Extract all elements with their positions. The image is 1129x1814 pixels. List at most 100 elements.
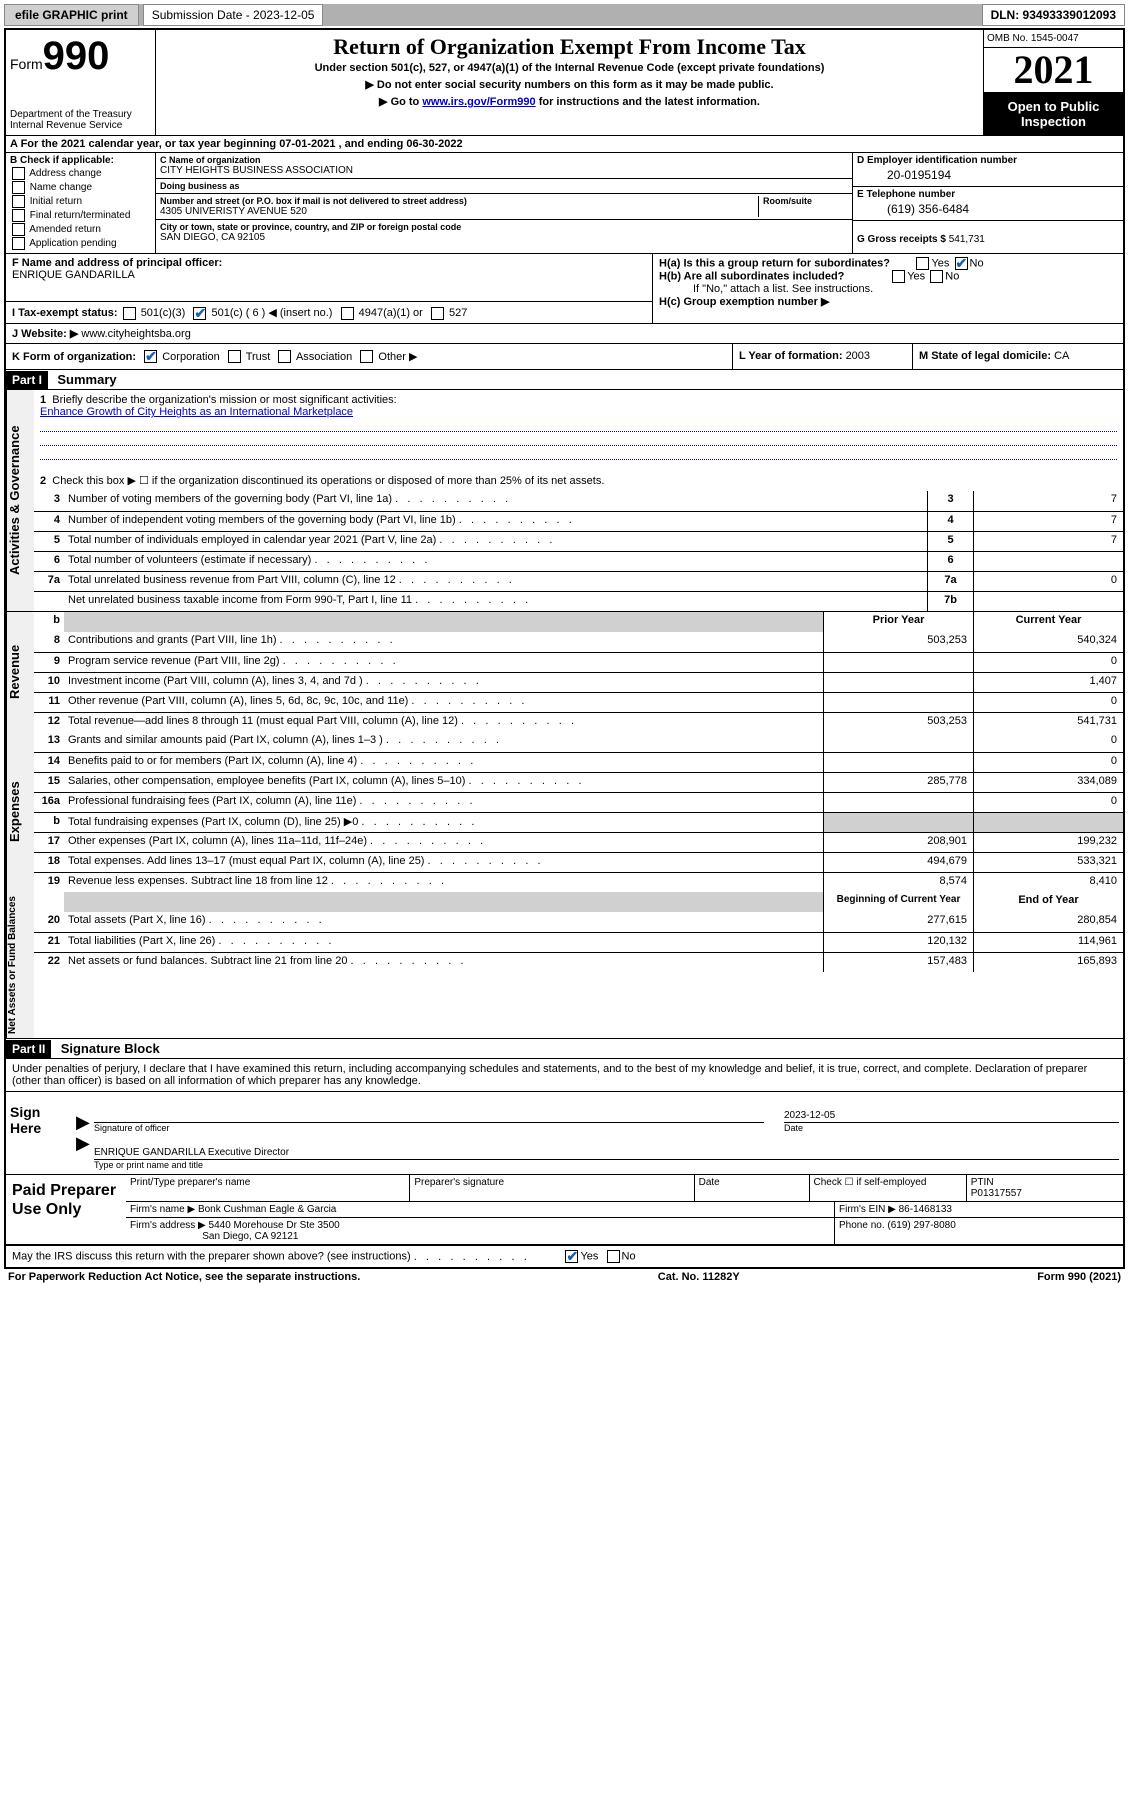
year-formation: 2003 [846,350,870,362]
cb-other[interactable] [360,350,373,363]
dln-number: DLN: 93493339012093 [982,4,1125,26]
form-label: Form [10,56,43,72]
cb-trust[interactable] [228,350,241,363]
data-line: 8Contributions and grants (Part VIII, li… [34,632,1123,652]
phone-value: (619) 356-6484 [857,200,1119,218]
cat-number: Cat. No. 11282Y [658,1271,740,1283]
perjury-declaration: Under penalties of perjury, I declare th… [6,1059,1123,1092]
gov-line: 4Number of independent voting members of… [34,511,1123,531]
line-box: 4 [927,512,973,531]
cb-527[interactable] [431,307,444,320]
col-b-header: B Check if applicable: [10,155,151,166]
data-line: 18Total expenses. Add lines 13–17 (must … [34,852,1123,872]
row-b-blank: b [34,612,64,632]
line-text: Total revenue—add lines 8 through 11 (mu… [64,713,823,732]
irs-label: Internal Revenue Service [10,120,151,131]
current-value: 165,893 [973,953,1123,972]
sig-date-caption: Date [784,1123,1119,1133]
part1-title: Summary [51,370,122,389]
cb-name-change[interactable]: Name change [10,181,151,194]
row-klm: K Form of organization: Corporation Trus… [6,344,1123,371]
cb-amended-return[interactable]: Amended return [10,223,151,236]
room-label: Room/suite [763,196,848,206]
ha-yes[interactable] [916,257,929,270]
prior-value [823,673,973,692]
sig-name-value: ENRIQUE GANDARILLA Executive Director [94,1147,1119,1160]
form-title: Return of Organization Exempt From Incom… [162,34,977,60]
row-j-website: J Website: ▶ www.cityheightsba.org [6,324,1123,344]
cb-association[interactable] [278,350,291,363]
irs-form990-link[interactable]: www.irs.gov/Form990 [422,96,535,108]
current-value: 533,321 [973,853,1123,872]
form-subtitle: Under section 501(c), 527, or 4947(a)(1)… [162,62,977,74]
website-value: www.cityheightsba.org [81,328,190,340]
may-irs-no[interactable] [607,1250,620,1263]
part1-label: Part I [6,371,48,389]
sign-here-block: Sign Here ▶▶ Signature of officer 2023-1… [6,1092,1123,1175]
omb-number: OMB No. 1545-0047 [984,30,1123,48]
may-irs-yes[interactable] [565,1250,578,1263]
line-text: Grants and similar amounts paid (Part IX… [64,732,823,752]
current-value: 540,324 [973,632,1123,652]
ha-no[interactable] [955,257,968,270]
cb-initial-return[interactable]: Initial return [10,195,151,208]
sign-arrow-icon: ▶▶ [76,1092,90,1174]
prior-value [823,753,973,772]
line-text: Professional fundraising fees (Part IX, … [64,793,823,812]
prior-value [823,793,973,812]
data-line: 22Net assets or fund balances. Subtract … [34,952,1123,972]
line-text: Number of independent voting members of … [64,512,927,531]
cb-address-change[interactable]: Address change [10,167,151,180]
prior-value: 8,574 [823,873,973,892]
hb-yes[interactable] [892,270,905,283]
data-line: 9Program service revenue (Part VIII, lin… [34,652,1123,672]
part1-header-row: Part I Summary [6,370,1123,390]
col-c-org-info: C Name of organization CITY HEIGHTS BUSI… [156,153,853,253]
current-value: 1,407 [973,673,1123,692]
firm-ein-label: Firm's EIN ▶ [839,1204,896,1215]
cb-4947a1[interactable] [341,307,354,320]
efile-print-button[interactable]: efile GRAPHIC print [4,4,139,26]
data-line: 15Salaries, other compensation, employee… [34,772,1123,792]
vtab-revenue: Revenue [6,612,34,732]
firm-phone-value: (619) 297-8080 [887,1220,955,1231]
line-value: 0 [973,572,1123,591]
hdr-prior-year: Prior Year [823,612,973,632]
prep-name-label: Print/Type preparer's name [130,1177,250,1188]
city-label: City or town, state or province, country… [160,222,848,232]
page-footer: For Paperwork Reduction Act Notice, see … [4,1269,1125,1285]
ptin-label: PTIN [971,1177,994,1188]
hdr-current-year: Current Year [973,612,1123,632]
data-line: 17Other expenses (Part IX, column (A), l… [34,832,1123,852]
line-text: Total number of volunteers (estimate if … [64,552,927,571]
cb-corporation[interactable] [144,350,157,363]
cb-final-return[interactable]: Final return/terminated [10,209,151,222]
row-i-tax-exempt: I Tax-exempt status: 501(c)(3) 501(c) ( … [6,301,652,320]
current-value: 0 [973,793,1123,812]
firm-ein-value: 86-1468133 [899,1204,952,1215]
gov-line: 3Number of voting members of the governi… [34,491,1123,511]
data-line: 16aProfessional fundraising fees (Part I… [34,792,1123,812]
state-domicile: CA [1054,350,1069,362]
data-line: 12Total revenue—add lines 8 through 11 (… [34,712,1123,732]
cb-501c[interactable] [193,307,206,320]
hb-no[interactable] [930,270,943,283]
cb-application-pending[interactable]: Application pending [10,237,151,250]
mission-text[interactable]: Enhance Growth of City Heights as an Int… [40,406,353,418]
current-value: 0 [973,753,1123,772]
firm-name-label: Firm's name ▶ [130,1204,195,1215]
current-value: 0 [973,653,1123,672]
line-box: 5 [927,532,973,551]
line-text: Salaries, other compensation, employee b… [64,773,823,792]
street-value: 4305 UNIVERISTY AVENUE 520 [160,206,758,217]
may-irs-discuss: May the IRS discuss this return with the… [6,1246,1123,1267]
prior-value [823,813,973,832]
form-ref: Form 990 (2021) [1037,1271,1121,1283]
gross-receipts-label: G Gross receipts $ [857,234,946,245]
hb-note: If "No," attach a list. See instructions… [659,283,1117,295]
data-line: bTotal fundraising expenses (Part IX, co… [34,812,1123,832]
col-de: D Employer identification number 20-0195… [853,153,1123,253]
cb-501c3[interactable] [123,307,136,320]
line-value: 7 [973,491,1123,511]
hb-label: H(b) Are all subordinates included? [659,270,844,282]
